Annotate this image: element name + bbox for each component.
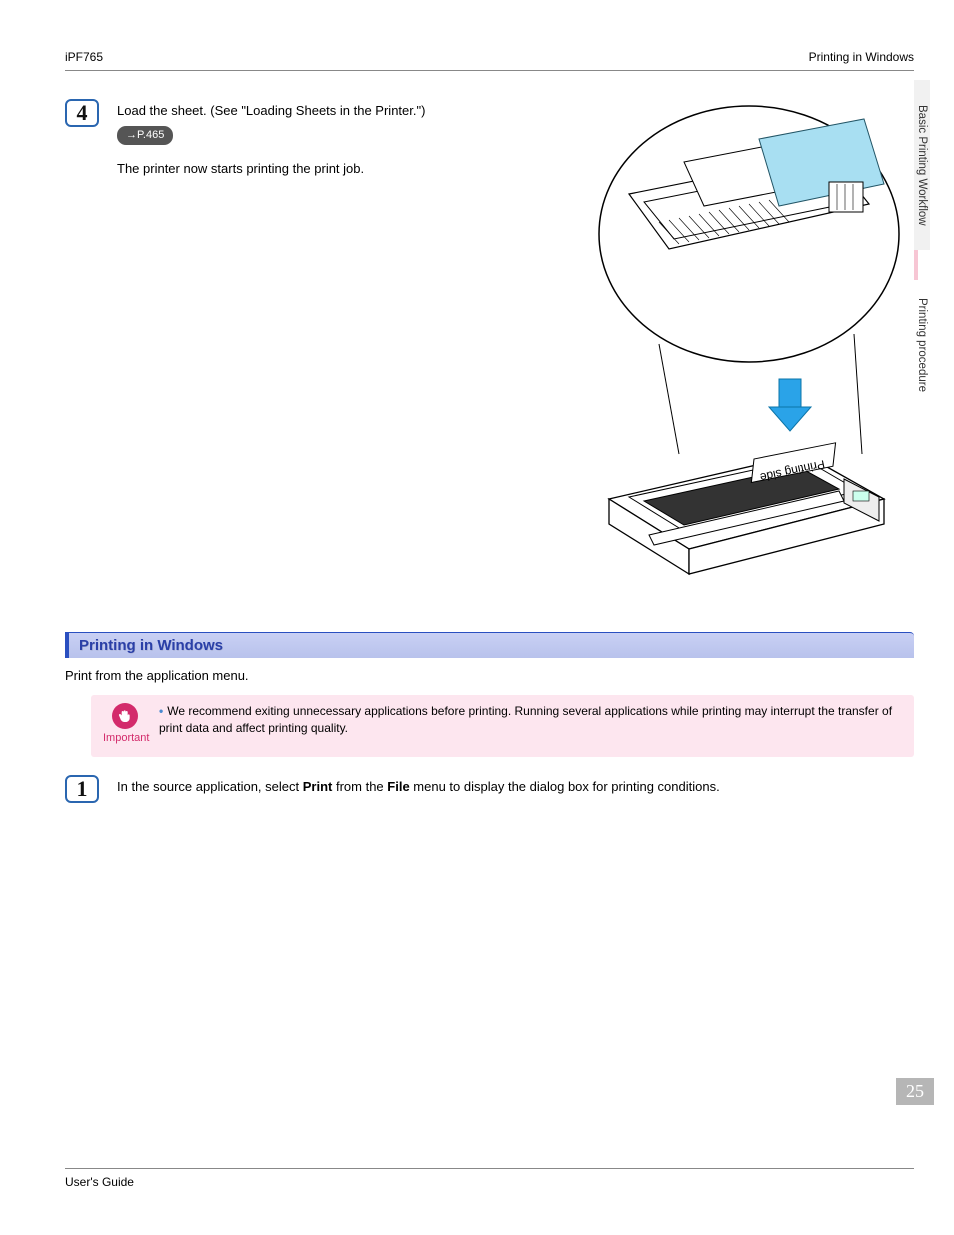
- header-model: iPF765: [65, 50, 103, 64]
- side-tabs: Basic Printing Workflow Printing procedu…: [914, 80, 934, 410]
- important-note: Important •We recommend exiting unnecess…: [91, 695, 914, 757]
- tab-printing-procedure[interactable]: Printing procedure: [914, 280, 930, 410]
- printer-illustration: Printing side: [584, 99, 914, 592]
- step-number-4: 4: [65, 99, 99, 127]
- section-heading-printing-windows: Printing in Windows: [65, 632, 914, 658]
- important-icon: [112, 703, 138, 729]
- page-header: iPF765 Printing in Windows: [65, 50, 914, 71]
- tab-highlight: [914, 250, 918, 280]
- tab-basic-workflow[interactable]: Basic Printing Workflow: [914, 80, 930, 250]
- step-4: 4 Load the sheet. (See "Loading Sheets i…: [65, 99, 564, 179]
- important-label: Important: [103, 731, 147, 747]
- section-intro: Print from the application menu.: [65, 668, 914, 683]
- step-number-1: 1: [65, 775, 99, 803]
- page-ref-link[interactable]: →P.465: [117, 126, 173, 145]
- important-text: We recommend exiting unnecessary applica…: [159, 704, 892, 735]
- step-1-text: In the source application, select Print …: [117, 775, 720, 797]
- header-section: Printing in Windows: [809, 50, 914, 64]
- step-4-line2: The printer now starts printing the prin…: [117, 159, 425, 179]
- step-1: 1 In the source application, select Prin…: [65, 775, 914, 803]
- step-4-line1: Load the sheet. (See "Loading Sheets in …: [117, 101, 425, 121]
- page-number: 25: [896, 1078, 934, 1105]
- bullet-icon: •: [159, 704, 163, 718]
- footer: User's Guide: [65, 1168, 914, 1189]
